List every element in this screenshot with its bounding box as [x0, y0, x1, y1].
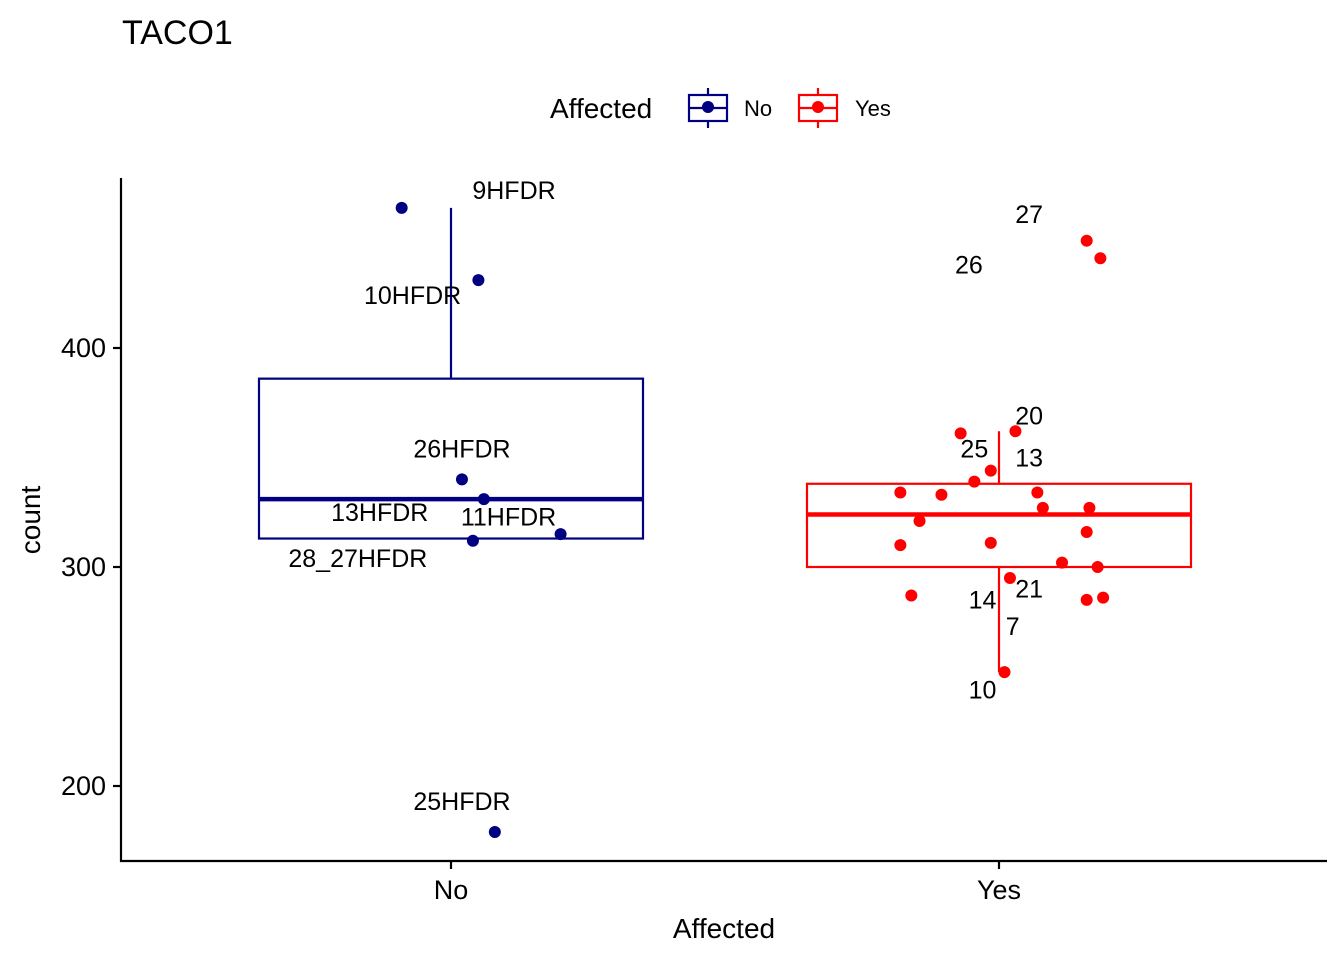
legend-label-yes: Yes [855, 96, 891, 121]
legend: Affected No Yes [550, 88, 891, 128]
data-point-yes-14 [894, 539, 907, 552]
data-point-yes-17 [1091, 561, 1104, 573]
point-label-yes-8: 7 [1006, 613, 1020, 641]
point-label-no-4: 13HFDR [331, 499, 428, 527]
data-point-yes-3 [954, 427, 967, 440]
point-label-yes-6: 21 [1015, 576, 1043, 604]
data-point-yes-15 [984, 536, 997, 549]
x-tick-label-no: No [434, 875, 469, 905]
legend-label-no: No [744, 96, 772, 121]
point-label-no-1: 9HFDR [472, 177, 555, 205]
data-point-yes-13 [1080, 525, 1093, 538]
point-label-yes-1: 27 [1015, 201, 1043, 229]
data-point-no-6 [466, 534, 479, 547]
point-label-no-6: 28_27HFDR [288, 545, 427, 573]
legend-item-no: No [687, 88, 772, 128]
legend-item-yes: Yes [797, 88, 891, 128]
data-point-yes-1 [1080, 234, 1093, 247]
data-point-yes-7 [894, 486, 907, 499]
series-no: 9HFDR 10HFDR 26HFDR 13HFDR 11HFDR 28_27HFDR 25… [257, 177, 645, 838]
point-label-yes-3: 20 [1015, 403, 1043, 431]
data-point-yes-2 [1094, 252, 1107, 265]
data-point-no-3 [455, 473, 468, 486]
x-axis-title: Affected [673, 913, 775, 944]
box-no [257, 377, 645, 540]
point-label-yes-4: 25 [960, 436, 988, 464]
data-point-no-2 [472, 274, 485, 287]
point-label-yes-5: 13 [1015, 444, 1043, 472]
data-point-yes-10 [1036, 501, 1049, 514]
data-point-yes-22 [998, 666, 1011, 679]
data-point-yes-20 [1080, 593, 1093, 606]
data-point-yes-19 [905, 589, 918, 602]
data-point-yes-16 [1056, 556, 1069, 569]
point-label-no-3: 26HFDR [413, 436, 510, 464]
data-point-yes-11 [1083, 501, 1096, 514]
data-point-yes-9 [1031, 486, 1044, 499]
point-label-no-7: 25HFDR [413, 788, 510, 816]
data-point-yes-4 [1009, 425, 1022, 438]
data-point-no-5 [554, 528, 567, 541]
data-point-yes-6 [968, 475, 981, 488]
data-point-yes-12 [913, 515, 926, 528]
y-axis-title: count [15, 486, 46, 555]
y-tick-label-300: 300 [61, 552, 106, 582]
y-tick-label-400: 400 [61, 333, 106, 363]
chart-title: TACO1 [122, 14, 233, 52]
data-point-yes-18 [1003, 571, 1016, 584]
data-point-yes-5 [984, 464, 997, 477]
series-yes: 27 26 20 25 13 21 14 7 10 [805, 201, 1193, 704]
point-label-yes-7: 14 [969, 587, 997, 615]
point-label-yes-2: 26 [955, 252, 983, 280]
data-point-no-1 [395, 201, 408, 214]
y-tick-label-200: 200 [61, 771, 106, 801]
box-yes [805, 482, 1193, 569]
point-label-no-2: 10HFDR [364, 282, 461, 310]
point-label-no-5: 11HFDR [461, 503, 556, 531]
legend-key-point-yes [812, 101, 824, 113]
legend-title: Affected [550, 93, 652, 124]
data-point-yes-8 [935, 488, 948, 501]
data-point-yes-21 [1097, 591, 1110, 604]
data-point-no-4 [477, 493, 490, 506]
point-label-yes-9: 10 [969, 676, 997, 704]
axes: 200 300 400 No Yes [61, 333, 1021, 905]
legend-key-point-no [702, 101, 714, 113]
plot-area: 9HFDR 10HFDR 26HFDR 13HFDR 11HFDR 28_27HFDR 25… [257, 177, 1193, 838]
data-point-no-7 [488, 825, 501, 838]
x-tick-label-yes: Yes [977, 875, 1021, 905]
